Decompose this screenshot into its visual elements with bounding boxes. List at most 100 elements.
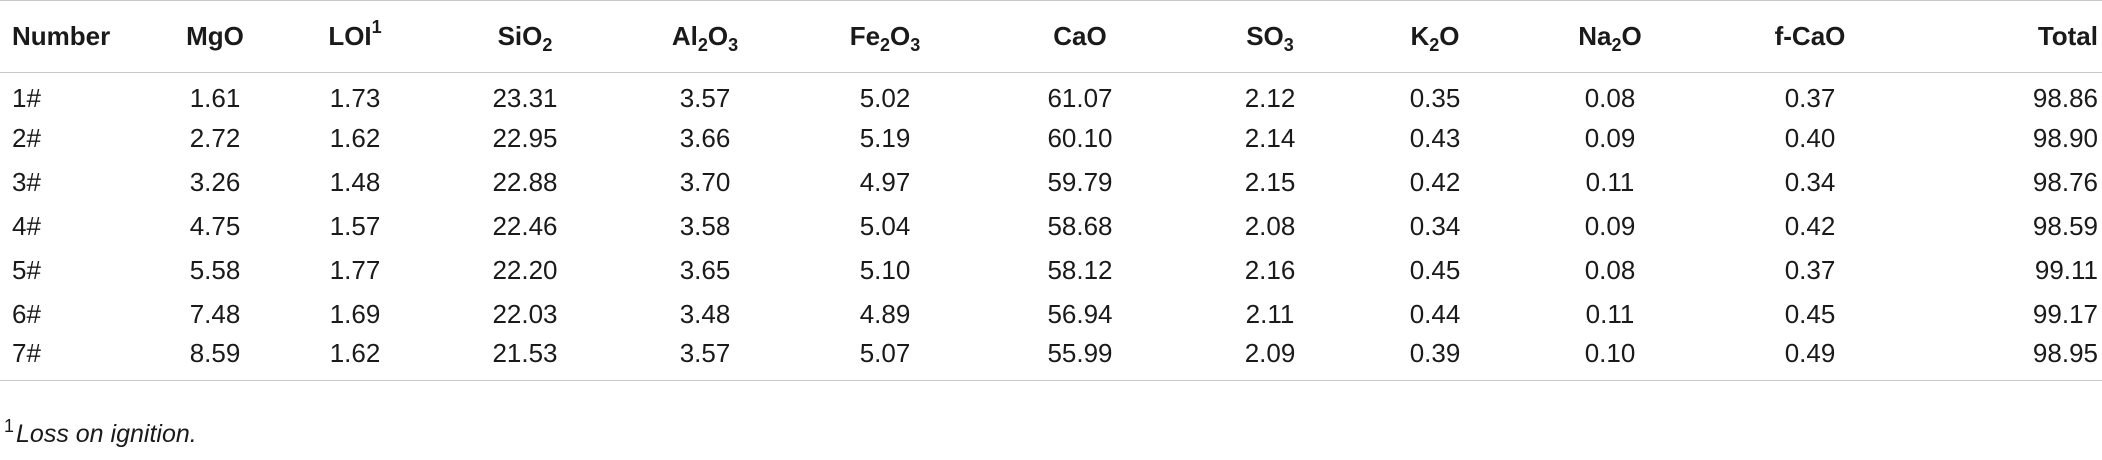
table-cell-na2o: 0.11 xyxy=(1585,167,1635,197)
column-header-mgo: MgO xyxy=(150,0,280,73)
table-cell-al2o3: 3.57 xyxy=(620,336,790,381)
column-header-number: Number xyxy=(0,0,150,73)
subscript: 2 xyxy=(697,35,708,55)
table-row: 1# 1.61 1.73 23.31 3.57 5.02 61.07 2.12 0.35 0.08… xyxy=(0,73,2102,117)
subscript: 2 xyxy=(1429,35,1440,55)
table-cell-al2o3: 3.65 xyxy=(679,255,731,285)
table-cell-mgo: 7.48 xyxy=(189,299,241,329)
column-header-sio2: SiO2 xyxy=(430,0,620,73)
table-cell-al2o3: 3.58 xyxy=(679,211,731,241)
table-cell-mgo: 1.61 xyxy=(189,83,241,114)
table-cell-al2o3: 3.66 xyxy=(679,123,731,153)
table-cell-mgo: 5.58 xyxy=(189,255,241,285)
table-cell-loi: 1.57 xyxy=(329,211,381,241)
table-row: 2# 2.72 1.62 22.95 3.66 5.19 60.10 2.14 0.43 0.09… xyxy=(0,117,2102,161)
table-cell-mgo: 4.75 xyxy=(189,211,241,241)
column-header-cao: CaO xyxy=(980,0,1180,73)
header-text-part: Na xyxy=(1578,21,1612,51)
subscript: 2 xyxy=(1611,35,1622,55)
table-cell-number: 6# xyxy=(12,299,41,329)
table-header: Number MgO LOI1 SiO2 Al2O3 Fe2O3 CaO SO3 K2O Na2O… xyxy=(0,0,2102,73)
table-cell-cao: 58.68 xyxy=(1047,211,1113,241)
table-cell-loi: 1.69 xyxy=(329,299,381,329)
table-cell-al2o3: 3.57 xyxy=(679,83,731,114)
header-text-part: f-CaO xyxy=(1774,21,1846,51)
header-row: Number MgO LOI1 SiO2 Al2O3 Fe2O3 CaO SO3 K2O Na2O… xyxy=(0,0,2102,73)
table-cell-cao: 58.12 xyxy=(1047,255,1113,285)
table-row: 3# 3.26 1.48 22.88 3.70 4.97 59.79 2.15 0.42 0.11… xyxy=(0,161,2102,205)
table-cell-loi: 1.48 xyxy=(329,167,381,197)
table-cell-k2o: 0.35 xyxy=(1409,83,1461,114)
column-header-fcao: f-CaO xyxy=(1710,0,1910,73)
subscript: 3 xyxy=(728,35,739,55)
table-cell-fcao: 0.37 xyxy=(1784,83,1836,114)
data-table-container: Number MgO LOI1 SiO2 Al2O3 Fe2O3 CaO SO3 K2O Na2O… xyxy=(0,0,2102,381)
column-header-k2o: K2O xyxy=(1360,0,1510,73)
table-cell-total: 98.59 xyxy=(2032,211,2098,241)
table-cell-number: 4# xyxy=(12,211,41,241)
table-cell-fcao: 0.45 xyxy=(1784,299,1836,329)
table-cell-loi: 1.62 xyxy=(329,123,381,153)
header-text-part: Total xyxy=(2037,21,2098,51)
header-text-part: O xyxy=(1439,21,1460,51)
table-cell-number: 3# xyxy=(12,167,41,197)
superscript: 1 xyxy=(371,17,382,37)
table-row: 4# 4.75 1.57 22.46 3.58 5.04 58.68 2.08 0.34 0.09… xyxy=(0,205,2102,249)
header-text-part: SO xyxy=(1246,21,1284,51)
table-cell-sio2: 22.95 xyxy=(492,123,558,153)
table-cell-total: 98.86 xyxy=(2032,83,2098,114)
table-cell-number: 5# xyxy=(12,255,41,285)
table-cell-total: 98.90 xyxy=(2032,123,2098,153)
table-cell-loi: 1.77 xyxy=(329,255,381,285)
table-cell-so3: 2.12 xyxy=(1244,83,1296,114)
column-header-na2o: Na2O xyxy=(1510,0,1710,73)
table-cell-number: 1# xyxy=(12,83,41,114)
table-cell-fcao: 0.37 xyxy=(1784,255,1836,285)
table-cell-fcao: 0.49 xyxy=(1710,336,1910,381)
column-header-total: Total xyxy=(1910,0,2102,73)
table-cell-cao: 59.79 xyxy=(1047,167,1113,197)
table-cell-fcao: 0.40 xyxy=(1784,123,1836,153)
header-text-part: O xyxy=(707,21,729,51)
table-cell-cao: 60.10 xyxy=(1047,123,1113,153)
header-text-part: O xyxy=(1621,21,1642,51)
table-cell-number: 7# xyxy=(0,336,150,381)
header-text-part: Number xyxy=(12,21,111,51)
header-text-part: Fe xyxy=(849,21,881,51)
table-row: 6# 7.48 1.69 22.03 3.48 4.89 56.94 2.11 0.44 0.11… xyxy=(0,293,2102,337)
table-cell-cao: 55.99 xyxy=(980,336,1180,381)
table-cell-so3: 2.16 xyxy=(1244,255,1296,285)
table-cell-k2o: 0.45 xyxy=(1409,255,1461,285)
table-cell-fcao: 0.42 xyxy=(1784,211,1836,241)
table-cell-total: 99.17 xyxy=(2032,299,2098,329)
table-cell-al2o3: 3.48 xyxy=(679,299,731,329)
table-cell-mgo: 2.72 xyxy=(189,123,241,153)
header-text-part: Al xyxy=(671,21,698,51)
column-header-al2o3: Al2O3 xyxy=(620,0,790,73)
table-cell-na2o: 0.08 xyxy=(1584,83,1636,114)
table-cell-k2o: 0.43 xyxy=(1409,123,1461,153)
table-row: 5# 5.58 1.77 22.20 3.65 5.10 58.12 2.16 0.45 0.08… xyxy=(0,249,2102,293)
table-cell-fe2o3: 4.97 xyxy=(859,167,911,197)
subscript: 2 xyxy=(880,35,891,55)
subscript: 3 xyxy=(1283,35,1294,55)
table-cell-so3: 2.15 xyxy=(1244,167,1296,197)
table-cell-mgo: 3.26 xyxy=(189,167,241,197)
table-cell-so3: 2.08 xyxy=(1244,211,1296,241)
header-text-part: SiO xyxy=(497,21,543,51)
table-body: 1# 1.61 1.73 23.31 3.57 5.02 61.07 2.12 0.35 0.08… xyxy=(0,73,2102,381)
table-row: 7# 8.59 1.62 21.53 3.57 5.07 55.99 2.09 0.39 0.10… xyxy=(0,336,2102,381)
table-cell-na2o: 0.10 xyxy=(1510,336,1710,381)
table-cell-total: 99.11 xyxy=(2034,255,2098,285)
table-cell-fcao: 0.34 xyxy=(1784,167,1836,197)
table-cell-sio2: 23.31 xyxy=(492,83,558,114)
footnote-text: Loss on ignition. xyxy=(16,420,197,448)
footnote-mark: 1 xyxy=(4,416,15,436)
table-cell-so3: 2.14 xyxy=(1244,123,1296,153)
table-cell-fe2o3: 5.19 xyxy=(859,123,911,153)
table-cell-total: 98.76 xyxy=(2032,167,2098,197)
table-cell-cao: 56.94 xyxy=(1047,299,1113,329)
table-cell-na2o: 0.11 xyxy=(1585,299,1635,329)
table-cell-so3: 2.11 xyxy=(1245,299,1295,329)
table-cell-cao: 61.07 xyxy=(1047,83,1113,114)
